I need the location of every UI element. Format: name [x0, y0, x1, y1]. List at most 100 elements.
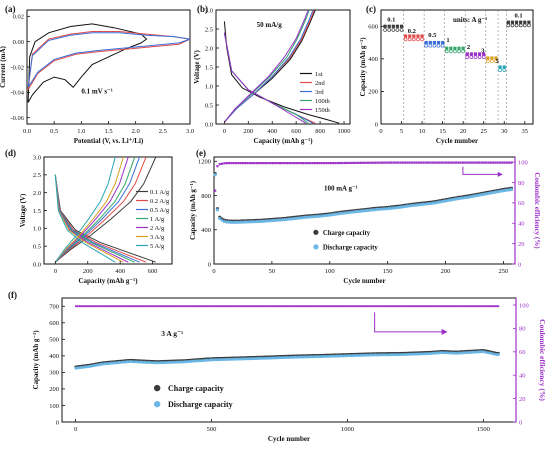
- efficiency-point: [283, 305, 286, 308]
- y-tick-label: 2.0: [33, 190, 41, 197]
- discharge-point: [428, 201, 433, 206]
- efficiency-point: [322, 305, 325, 308]
- efficiency-point: [331, 305, 333, 308]
- rate-label: 1: [446, 37, 449, 44]
- x-tick-label: 600: [291, 128, 301, 135]
- x-axis-label: Cycle number: [343, 277, 385, 285]
- efficiency-point: [464, 305, 467, 308]
- efficiency-point: [78, 305, 81, 308]
- efficiency-point: [378, 161, 381, 164]
- efficiency-point: [252, 305, 255, 308]
- efficiency-point: [440, 161, 444, 164]
- efficiency-point: [271, 162, 275, 165]
- efficiency-point: [487, 161, 490, 164]
- charge-point: [490, 56, 494, 60]
- efficiency-point: [115, 305, 118, 308]
- discharge-point: [498, 68, 502, 72]
- discharge-point: [391, 28, 396, 32]
- y-tick-label: 100: [49, 403, 59, 410]
- efficiency-point: [451, 305, 454, 308]
- charge-point: [453, 46, 457, 50]
- y-tick-label: 0.5: [205, 102, 213, 109]
- efficiency-point: [410, 161, 414, 164]
- legend-label: 150th: [315, 107, 331, 114]
- efficiency-point: [231, 305, 234, 308]
- series-line: [54, 156, 147, 263]
- efficiency-point: [350, 305, 353, 308]
- efficiency-point: [84, 305, 87, 308]
- charge-point: [404, 34, 408, 38]
- y-tick-label: 400: [368, 56, 378, 63]
- efficiency-point: [255, 162, 258, 165]
- x-tick-label: 2.0: [132, 128, 140, 135]
- efficiency-point: [322, 162, 326, 165]
- y-tick-label: 80: [518, 180, 525, 187]
- efficiency-point: [371, 305, 374, 308]
- efficiency-point: [92, 305, 95, 308]
- efficiency-point: [260, 305, 263, 308]
- efficiency-point: [241, 162, 245, 165]
- efficiency-point: [213, 305, 216, 308]
- y-tick-label: 3.0: [33, 154, 41, 161]
- charge-point: [477, 52, 482, 56]
- efficiency-point: [288, 162, 291, 165]
- x-tick-label: 400: [267, 128, 277, 135]
- panel-label: (f): [8, 290, 17, 300]
- annotation: 0.1 mV s⁻¹: [81, 88, 113, 96]
- efficiency-point: [376, 161, 379, 164]
- efficiency-point: [325, 162, 328, 165]
- discharge-point: [361, 209, 365, 213]
- discharge-point: [259, 219, 264, 223]
- efficiency-point: [472, 305, 475, 308]
- efficiency-point: [302, 162, 305, 165]
- efficiency-point: [74, 305, 77, 308]
- x-tick-label: 0: [223, 128, 226, 135]
- efficiency-point: [466, 161, 469, 164]
- efficiency-point: [210, 305, 213, 308]
- efficiency-point: [83, 305, 85, 308]
- efficiency-point: [380, 161, 383, 164]
- efficiency-point: [365, 305, 368, 308]
- legend-label: 1st: [315, 71, 323, 78]
- efficiency-point: [409, 305, 412, 308]
- efficiency-point: [336, 161, 339, 165]
- y-tick-label: 500: [49, 337, 59, 344]
- efficiency-point: [373, 305, 376, 308]
- efficiency-point: [412, 305, 415, 308]
- y-axis-label: Current (mA): [0, 46, 7, 88]
- x-axis-label: Potential (V, vs. Li⁺/Li): [74, 137, 144, 145]
- efficiency-point: [433, 305, 436, 308]
- efficiency-point: [337, 305, 340, 308]
- efficiency-point: [264, 305, 266, 308]
- x-axis-label: Capacity (mAh g⁻¹): [78, 277, 138, 285]
- discharge-point: [215, 208, 220, 212]
- efficiency-point: [324, 305, 327, 308]
- efficiency-point: [318, 305, 320, 308]
- x-tick-label: 0: [54, 268, 57, 275]
- x-tick-label: 0: [379, 128, 382, 135]
- efficiency-point: [234, 305, 237, 308]
- efficiency-point: [171, 305, 174, 308]
- efficiency-point: [122, 305, 125, 308]
- efficiency-point: [94, 305, 97, 308]
- efficiency-point: [364, 161, 367, 164]
- efficiency-point: [413, 161, 416, 164]
- y-tick-label: 3.0: [205, 7, 213, 14]
- x-tick-label: 200: [83, 268, 93, 275]
- efficiency-point: [352, 161, 356, 165]
- efficiency-point: [434, 161, 437, 164]
- legend-swatch: [153, 400, 161, 408]
- efficiency-point: [482, 161, 485, 164]
- series-line: [54, 156, 129, 263]
- efficiency-point: [443, 305, 446, 308]
- efficiency-point: [260, 162, 263, 165]
- charge-point: [523, 20, 527, 24]
- efficiency-point: [270, 305, 273, 308]
- efficiency-point: [287, 305, 289, 308]
- discharge-point: [364, 209, 368, 213]
- discharge-point: [213, 173, 217, 177]
- efficiency-point: [174, 305, 177, 308]
- efficiency-point: [321, 305, 324, 308]
- efficiency-point: [404, 305, 407, 308]
- x-tick-label: 150: [383, 268, 393, 275]
